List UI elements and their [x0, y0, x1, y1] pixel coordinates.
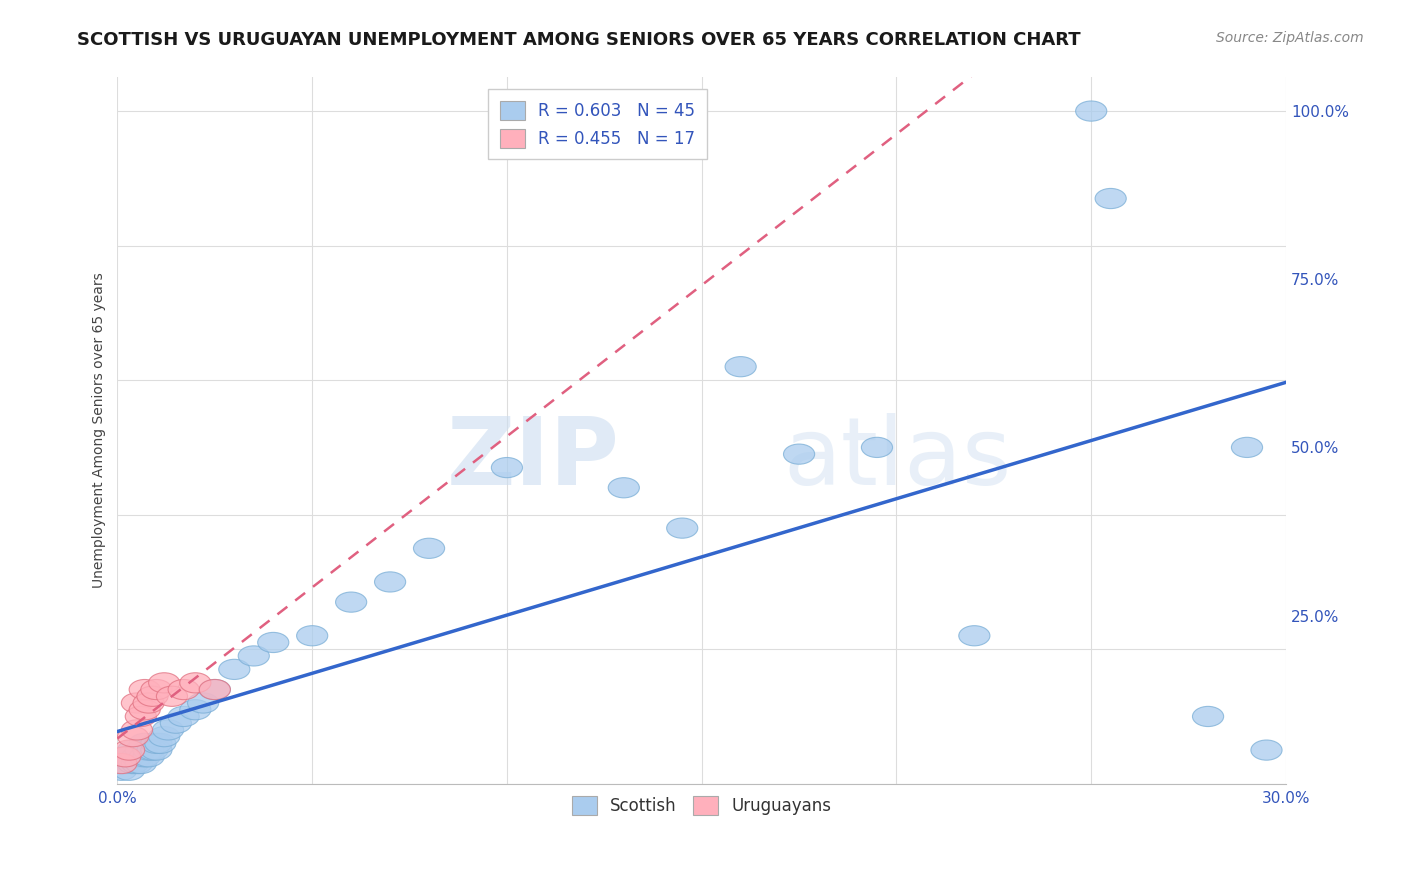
Ellipse shape	[666, 518, 697, 538]
Text: Source: ZipAtlas.com: Source: ZipAtlas.com	[1216, 31, 1364, 45]
Ellipse shape	[862, 437, 893, 458]
Ellipse shape	[114, 747, 145, 767]
Ellipse shape	[1076, 101, 1107, 121]
Ellipse shape	[118, 727, 149, 747]
Ellipse shape	[152, 720, 184, 740]
Ellipse shape	[129, 699, 160, 720]
Ellipse shape	[134, 740, 165, 760]
Ellipse shape	[121, 747, 152, 767]
Text: atlas: atlas	[783, 413, 1012, 505]
Ellipse shape	[134, 747, 165, 767]
Ellipse shape	[125, 706, 156, 727]
Ellipse shape	[105, 760, 136, 780]
Ellipse shape	[118, 754, 149, 773]
Ellipse shape	[169, 706, 200, 727]
Ellipse shape	[136, 686, 169, 706]
Ellipse shape	[725, 357, 756, 376]
Ellipse shape	[491, 458, 523, 478]
Ellipse shape	[118, 740, 149, 760]
Ellipse shape	[149, 673, 180, 693]
Ellipse shape	[609, 478, 640, 498]
Ellipse shape	[959, 625, 990, 646]
Ellipse shape	[374, 572, 406, 592]
Ellipse shape	[125, 754, 156, 773]
Ellipse shape	[1232, 437, 1263, 458]
Ellipse shape	[219, 659, 250, 680]
Ellipse shape	[1192, 706, 1223, 727]
Ellipse shape	[257, 632, 288, 653]
Ellipse shape	[136, 740, 169, 760]
Ellipse shape	[200, 680, 231, 699]
Ellipse shape	[1251, 740, 1282, 760]
Ellipse shape	[180, 673, 211, 693]
Ellipse shape	[156, 686, 187, 706]
Ellipse shape	[125, 740, 156, 760]
Ellipse shape	[187, 693, 219, 713]
Ellipse shape	[141, 733, 172, 754]
Text: ZIP: ZIP	[447, 413, 620, 505]
Ellipse shape	[145, 733, 176, 754]
Y-axis label: Unemployment Among Seniors over 65 years: Unemployment Among Seniors over 65 years	[93, 273, 107, 589]
Ellipse shape	[413, 538, 444, 558]
Ellipse shape	[105, 754, 136, 773]
Ellipse shape	[141, 680, 172, 699]
Ellipse shape	[297, 625, 328, 646]
Ellipse shape	[110, 747, 141, 767]
Ellipse shape	[238, 646, 270, 666]
Ellipse shape	[200, 680, 231, 699]
Ellipse shape	[110, 754, 141, 773]
Ellipse shape	[336, 592, 367, 612]
Ellipse shape	[134, 693, 165, 713]
Ellipse shape	[114, 760, 145, 780]
Ellipse shape	[129, 747, 160, 767]
Ellipse shape	[783, 444, 814, 464]
Ellipse shape	[121, 693, 152, 713]
Ellipse shape	[180, 699, 211, 720]
Ellipse shape	[141, 740, 172, 760]
Ellipse shape	[160, 713, 191, 733]
Ellipse shape	[121, 754, 152, 773]
Legend: Scottish, Uruguayans: Scottish, Uruguayans	[562, 786, 842, 825]
Ellipse shape	[169, 680, 200, 699]
Ellipse shape	[114, 740, 145, 760]
Text: SCOTTISH VS URUGUAYAN UNEMPLOYMENT AMONG SENIORS OVER 65 YEARS CORRELATION CHART: SCOTTISH VS URUGUAYAN UNEMPLOYMENT AMONG…	[77, 31, 1081, 49]
Ellipse shape	[121, 720, 152, 740]
Ellipse shape	[129, 680, 160, 699]
Ellipse shape	[129, 733, 160, 754]
Ellipse shape	[1095, 188, 1126, 209]
Ellipse shape	[149, 727, 180, 747]
Ellipse shape	[110, 747, 141, 767]
